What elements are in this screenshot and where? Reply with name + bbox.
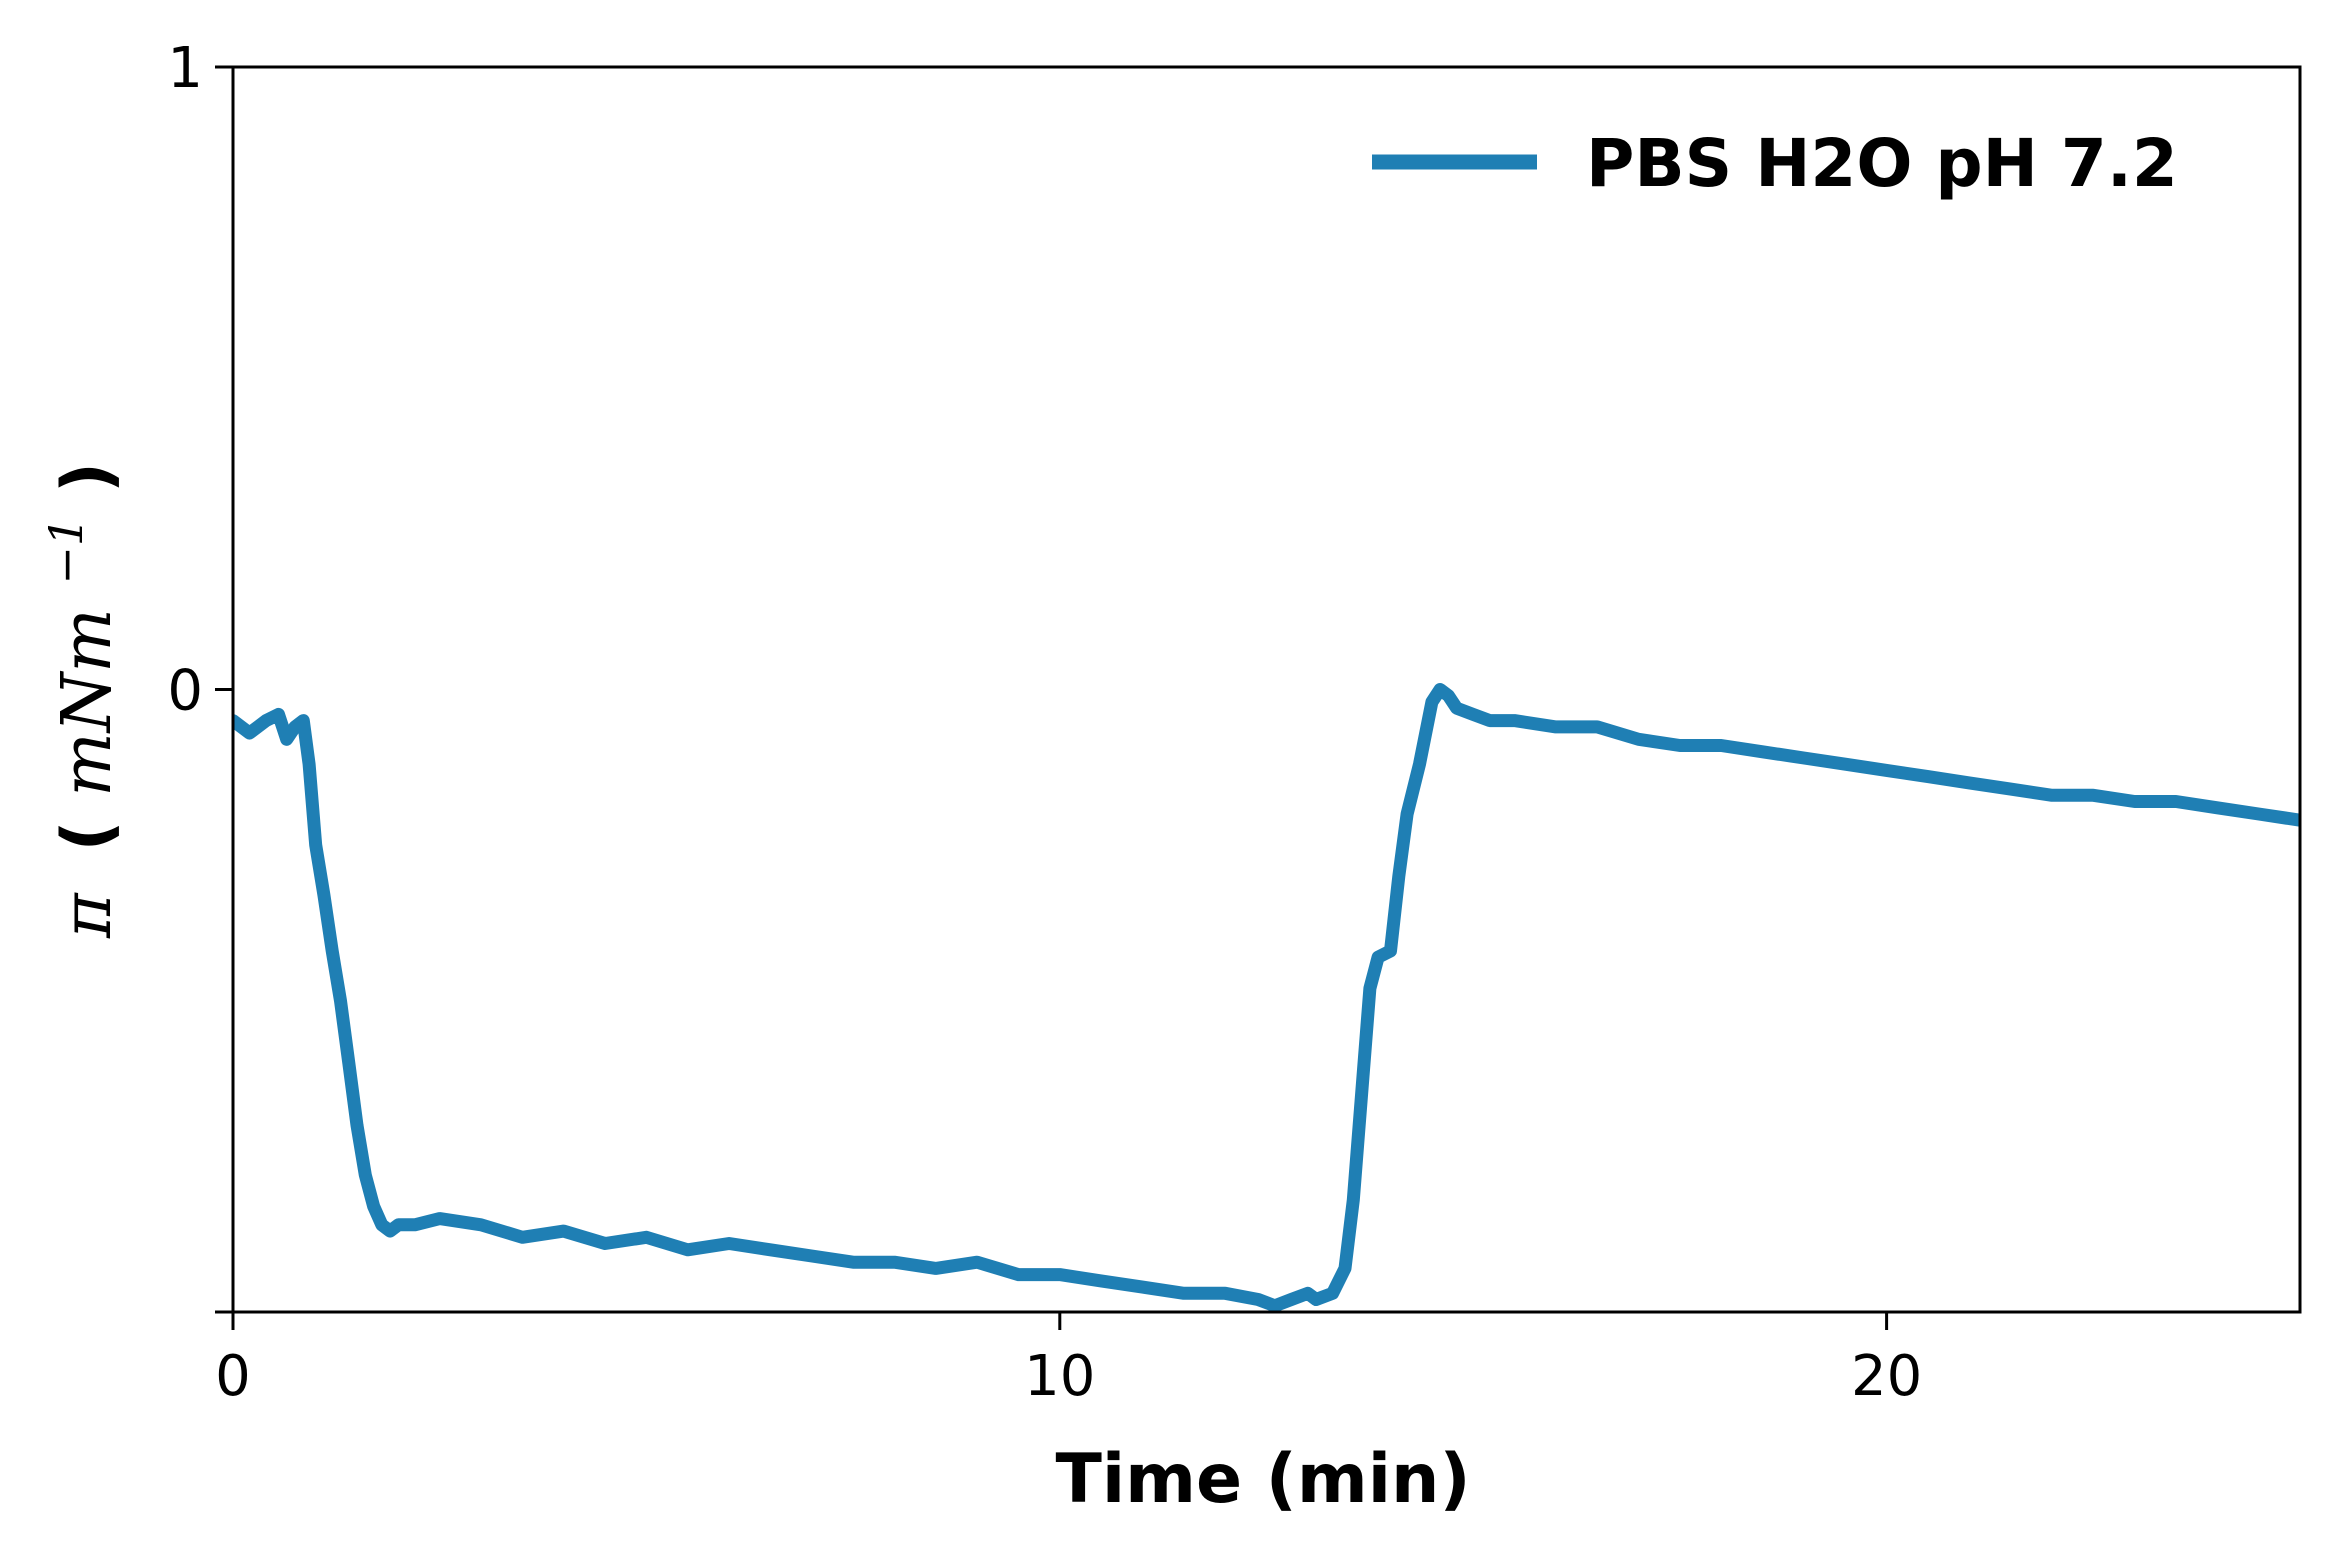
axes: 0 10 20 0 1 [167, 36, 2302, 1409]
y-axis-label-close: ) [48, 462, 127, 493]
y-axis-label: π ( mNm −1 ) [20, 462, 127, 939]
plot-area [233, 683, 2300, 1312]
y-tick-label: 1 [167, 36, 203, 101]
y-axis-label-exponent: −1 [39, 517, 93, 585]
x-tick-label: 10 [1024, 1344, 1095, 1409]
legend: PBS H2O pH 7.2 [1372, 125, 2178, 202]
y-tick-label: 0 [167, 659, 203, 724]
x-axis-label: Time (min) [1055, 1440, 1470, 1519]
y-axis-label-open: ( [48, 820, 127, 851]
x-tick-label: 0 [215, 1344, 251, 1409]
x-tick-label: 20 [1851, 1344, 1922, 1409]
legend-label: PBS H2O pH 7.2 [1586, 125, 2178, 202]
plot-frame [231, 65, 2302, 1314]
y-axis-label-symbol: π [48, 892, 127, 939]
series-line-0 [233, 683, 2300, 1312]
y-axis-label-unit: mNm [48, 608, 127, 796]
